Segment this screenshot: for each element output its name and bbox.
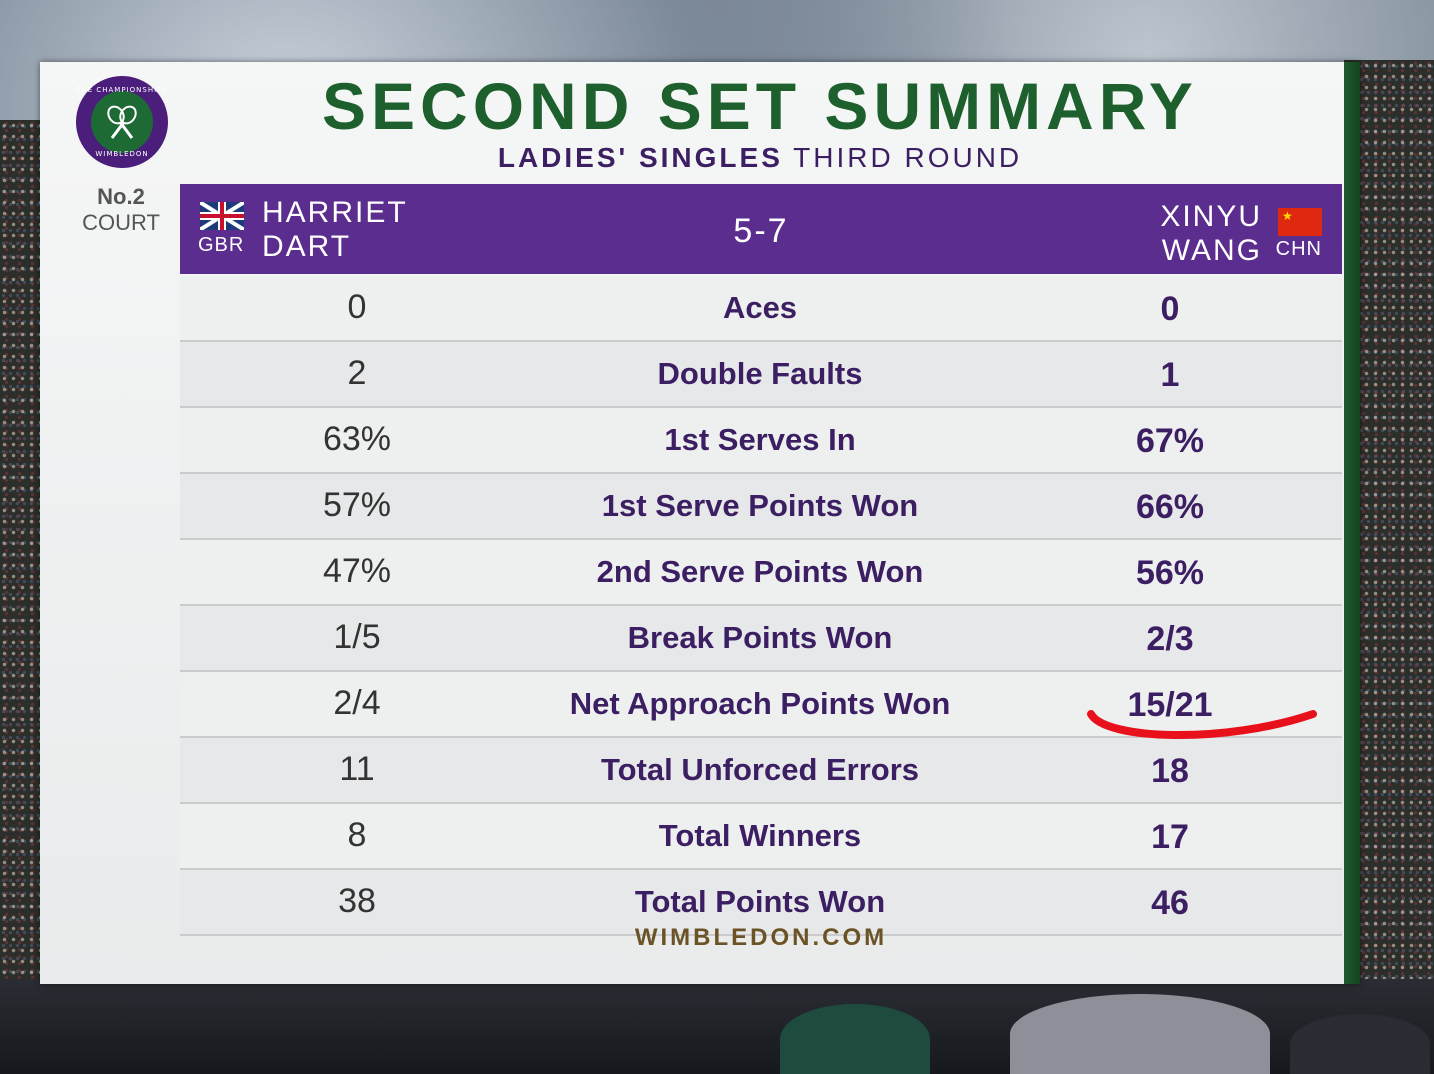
player2-stat-value: 18 (1151, 752, 1189, 790)
stat-row: 2 Double Faults 1 (180, 342, 1342, 408)
stat-label: Double Faults (657, 356, 863, 391)
player2-stat-value: 67% (1135, 422, 1205, 460)
player1-stat-value: 1/5 (333, 618, 381, 656)
gbr-flag-icon (200, 202, 244, 230)
wimbledon-logo: THE CHAMPIONSHIPS WIMBLEDON (76, 76, 168, 168)
stat-row: 63% 1st Serves In 67% (180, 408, 1342, 474)
player1-name: HARRIET DART (262, 196, 408, 264)
stat-label: Total Points Won (634, 884, 886, 919)
player2-name: XINYU WANG (1160, 200, 1262, 268)
court-label: No.2 COURT (66, 184, 176, 236)
player1-last-name: DART (262, 230, 352, 263)
player2-last-name: WANG (1161, 234, 1262, 267)
stat-label: Break Points Won (627, 620, 893, 655)
player2-stat-value: 17 (1151, 818, 1189, 856)
player1-stat-value: 47% (322, 552, 392, 590)
round-name: THIRD ROUND (793, 142, 1023, 173)
court-number: No.2 (97, 184, 145, 209)
stat-label: Total Unforced Errors (600, 752, 920, 787)
player2-country-code: CHN (1275, 238, 1322, 260)
player1-first-name: HARRIET (262, 196, 408, 229)
player1-stat-value: 0 (347, 288, 367, 326)
page-title: SECOND SET SUMMARY (322, 69, 1198, 143)
player2-stat-value: 56% (1135, 554, 1205, 592)
player1-stat-value: 2/4 (333, 684, 381, 722)
stat-row: 38 Total Points Won 46 (180, 870, 1342, 936)
stat-row: 0 Aces 0 (180, 276, 1342, 342)
stats-table: 0 Aces 0 2 Double Faults 1 63% 1st Serve… (180, 276, 1342, 936)
player2-stat-value: 1 (1160, 356, 1180, 394)
crossed-rackets-icon (91, 91, 153, 153)
scoreboard-panel: THE CHAMPIONSHIPS WIMBLEDON No.2 COURT S… (40, 62, 1360, 984)
spectator-head (1290, 1014, 1430, 1074)
stat-row: 57% 1st Serve Points Won 66% (180, 474, 1342, 540)
stat-label: 1st Serve Points Won (601, 488, 919, 523)
player1-stat-value: 38 (338, 882, 376, 920)
stat-row: 2/4 Net Approach Points Won 15/21 (180, 672, 1342, 738)
player1-country-code: GBR (198, 234, 245, 256)
stat-label: 2nd Serve Points Won (596, 554, 924, 589)
player1-stat-value: 11 (339, 750, 375, 788)
stat-label: Net Approach Points Won (569, 686, 951, 721)
stat-label: Total Winners (658, 818, 862, 853)
spectators-foreground (0, 979, 1434, 1074)
page-subtitle: LADIES' SINGLES THIRD ROUND (180, 142, 1340, 174)
chn-flag-icon: ★ (1278, 208, 1322, 236)
logo-text-bottom: WIMBLEDON (95, 150, 149, 158)
player2-stat-value: 2/3 (1146, 620, 1194, 658)
spectator-head (1010, 994, 1270, 1074)
set-score: 5-7 (733, 212, 789, 250)
spectator-cap (780, 1004, 930, 1074)
player2-stat-value: 46 (1151, 884, 1189, 922)
stat-row: 47% 2nd Serve Points Won 56% (180, 540, 1342, 606)
player2-first-name: XINYU (1160, 200, 1262, 233)
stat-label: Aces (722, 290, 798, 325)
court-word: COURT (82, 210, 160, 235)
footer-website: WIMBLEDON.COM (634, 924, 888, 951)
player2-stat-value: 66% (1135, 488, 1205, 526)
stat-row: 11 Total Unforced Errors 18 (180, 738, 1342, 804)
player1-stat-value: 8 (347, 816, 367, 854)
event-name: LADIES' SINGLES (497, 142, 783, 173)
players-score-bar: GBR HARRIET DART 5-7 XINYU WANG ★ CHN (180, 184, 1342, 274)
player1-stat-value: 63% (322, 420, 392, 458)
player2-stat-value: 0 (1160, 290, 1180, 328)
player1-stat-value: 2 (347, 354, 367, 392)
stat-row: 8 Total Winners 17 (180, 804, 1342, 870)
logo-text-top: THE CHAMPIONSHIPS (76, 86, 168, 94)
player1-stat-value: 57% (322, 486, 392, 524)
stat-row: 1/5 Break Points Won 2/3 (180, 606, 1342, 672)
player2-stat-value: 15/21 (1127, 686, 1213, 724)
stat-label: 1st Serves In (664, 422, 856, 457)
